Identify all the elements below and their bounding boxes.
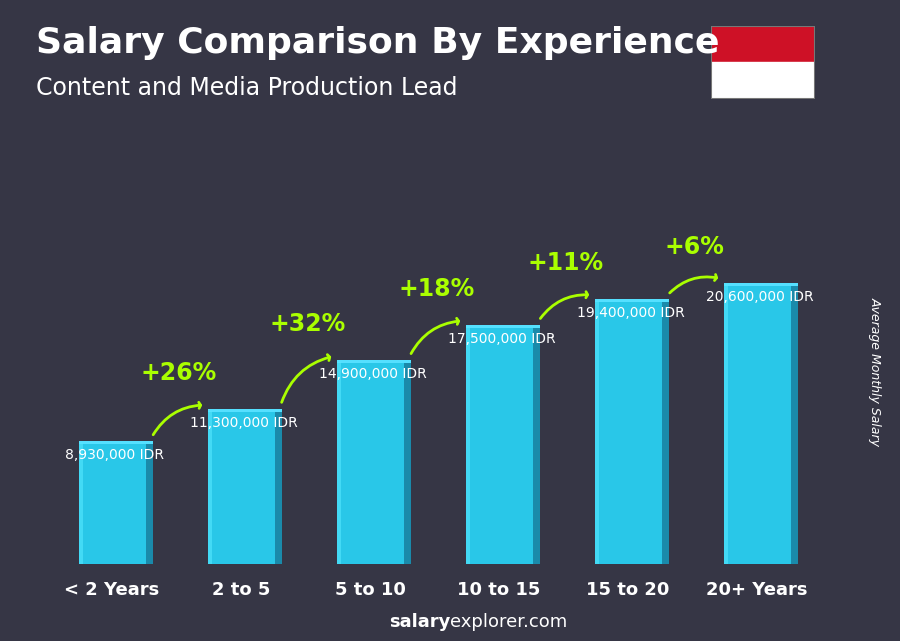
Text: 14,900,000 IDR: 14,900,000 IDR xyxy=(319,367,427,381)
Bar xyxy=(790,284,797,564)
Text: salary: salary xyxy=(389,613,450,631)
Text: +18%: +18% xyxy=(398,277,474,301)
Text: Average Monthly Salary: Average Monthly Salary xyxy=(868,297,881,446)
Text: +32%: +32% xyxy=(269,312,346,337)
Bar xyxy=(208,409,282,412)
Text: 17,500,000 IDR: 17,500,000 IDR xyxy=(448,332,555,346)
Bar xyxy=(724,284,790,564)
Bar xyxy=(465,326,470,564)
Bar xyxy=(465,324,540,328)
Bar xyxy=(595,301,599,564)
Bar xyxy=(533,326,540,564)
Bar xyxy=(595,301,662,564)
Text: 8,930,000 IDR: 8,930,000 IDR xyxy=(65,448,164,462)
Bar xyxy=(662,301,669,564)
Bar xyxy=(274,410,282,564)
Text: 19,400,000 IDR: 19,400,000 IDR xyxy=(577,306,685,320)
Bar xyxy=(78,443,83,564)
Text: +26%: +26% xyxy=(140,362,217,385)
Text: 20,600,000 IDR: 20,600,000 IDR xyxy=(706,290,814,304)
Bar xyxy=(465,326,533,564)
Bar xyxy=(208,410,212,564)
Text: +11%: +11% xyxy=(527,251,603,276)
Bar xyxy=(337,362,341,564)
Bar xyxy=(724,284,728,564)
Bar xyxy=(337,362,403,564)
Bar xyxy=(724,283,797,286)
Bar xyxy=(208,410,274,564)
Bar xyxy=(595,299,669,302)
Bar xyxy=(711,62,814,99)
Bar xyxy=(78,441,153,444)
Text: explorer.com: explorer.com xyxy=(450,613,567,631)
Text: Content and Media Production Lead: Content and Media Production Lead xyxy=(36,76,457,99)
Bar xyxy=(146,443,153,564)
Bar xyxy=(403,362,410,564)
Text: Salary Comparison By Experience: Salary Comparison By Experience xyxy=(36,26,719,60)
Text: 11,300,000 IDR: 11,300,000 IDR xyxy=(190,416,298,430)
Text: +6%: +6% xyxy=(664,235,725,259)
Bar xyxy=(711,26,814,62)
Bar xyxy=(337,360,410,363)
Bar xyxy=(78,443,146,564)
